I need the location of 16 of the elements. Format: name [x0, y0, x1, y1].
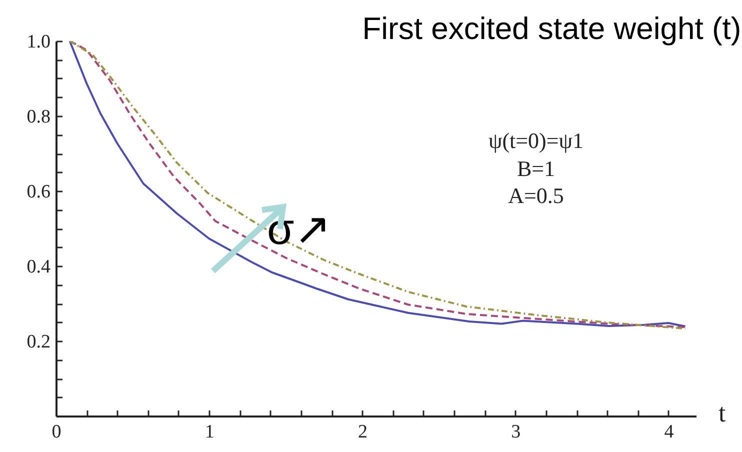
y-tick-label: 0.8 [26, 106, 50, 128]
x-tick-label: 3 [511, 422, 521, 442]
x-axis-title: t [718, 398, 726, 428]
annotation: ψ(t=0)=ψ1 [488, 128, 584, 153]
x-tick-label: 1 [204, 422, 214, 442]
x-tick-label: 2 [358, 422, 368, 442]
y-tick-label: 0.4 [26, 256, 51, 278]
annotation: σ↗ [266, 205, 332, 254]
annotation: A=0.5 [508, 183, 564, 208]
x-tick-label: 4 [664, 422, 674, 442]
y-tick-label: 0.2 [26, 332, 50, 352]
chart-title: First excited state weight (t) [362, 11, 742, 46]
x-tick-label: 0 [52, 422, 62, 442]
y-tick-label: 1.0 [26, 32, 50, 52]
annotation: B=1 [516, 156, 556, 181]
y-tick-label: 0.6 [26, 182, 50, 202]
